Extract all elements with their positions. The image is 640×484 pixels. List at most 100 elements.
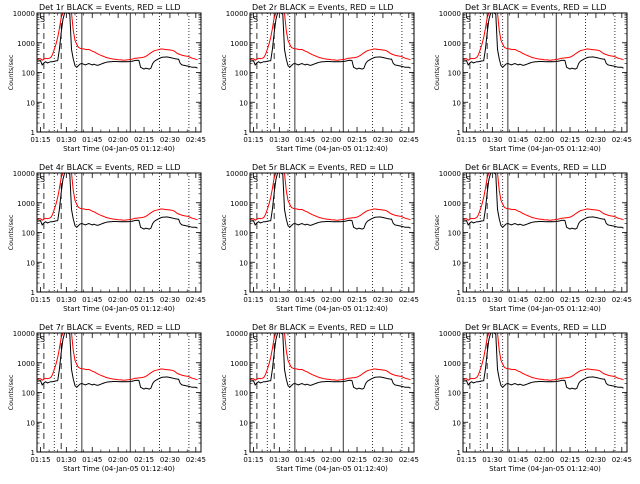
plot-frame [249,172,415,293]
x-tick-label: 01:30 [269,296,289,304]
panel-2: Det 2r BLACK = Events, RED = LLD Counts/s… [220,3,419,153]
series-lld-line [37,333,198,381]
plot-frame [249,332,415,453]
corner-label: S [253,15,258,24]
x-tick-label: 01:15 [243,456,263,464]
x-tick-label: 02:30 [586,296,606,304]
panel-title: Det 1r BLACK = Events, RED = LLD [39,3,181,12]
plot-frame [36,332,202,453]
x-tick-label: 02:45 [186,136,206,144]
x-tick-label: 02:30 [160,136,180,144]
x-tick-label: 01:30 [482,136,502,144]
x-tick-label: 02:15 [560,296,580,304]
y-axis-label: Counts/sec [220,54,228,90]
x-tick-label: 01:30 [56,456,76,464]
x-tick-label: 02:45 [612,456,632,464]
x-tick-label: 02:30 [586,136,606,144]
y-axis-label: Counts/sec [7,54,15,90]
panel-6: Det 6r BLACK = Events, RED = LLD Counts/s… [433,163,632,313]
panel-data [463,173,624,230]
x-axis-label: Start Time (04-Jan-05 01:12:40) [276,305,388,313]
x-tick-label: 01:15 [456,456,476,464]
x-tick-label: 01:30 [482,296,502,304]
panel-title: Det 6r BLACK = Events, RED = LLD [465,163,607,172]
x-tick-label: 02:00 [321,296,341,304]
x-tick-label: 01:45 [508,136,528,144]
y-tick-label: 10 [26,259,35,267]
series-lld-line [463,13,624,61]
x-axis-label: Start Time (04-Jan-05 01:12:40) [276,145,388,153]
x-tick-label: 02:00 [534,296,554,304]
y-tick-label: 10 [452,259,461,267]
x-tick-label: 02:45 [399,136,419,144]
x-axis-label: Start Time (04-Jan-05 01:12:40) [63,465,175,473]
x-tick-label: 01:15 [456,296,476,304]
series-events-line [37,173,198,230]
series-events-line [250,173,411,230]
x-tick-label: 02:15 [560,456,580,464]
corner-label: S [40,175,45,184]
y-tick-label: 100 [448,230,461,238]
y-tick-label: 10000 [13,170,35,178]
x-tick-label: 02:15 [134,456,154,464]
corner-label: S [253,335,258,344]
x-tick-label: 01:45 [295,136,315,144]
x-tick-label: 01:45 [82,456,102,464]
y-tick-label: 100 [235,70,248,78]
y-tick-label: 1000 [17,200,35,208]
y-tick-label: 1 [244,449,248,457]
panel-data [250,13,411,70]
x-tick-label: 02:45 [186,456,206,464]
x-axis-label: Start Time (04-Jan-05 01:12:40) [489,465,601,473]
y-tick-label: 100 [22,230,35,238]
series-lld-line [37,173,198,221]
x-tick-label: 01:15 [30,136,50,144]
x-tick-label: 02:15 [347,296,367,304]
series-lld-line [250,173,411,221]
panel-data [37,13,198,70]
plot-frame [462,172,628,293]
panel-data [250,333,411,390]
x-tick-label: 02:45 [399,456,419,464]
series-events-line [463,13,624,70]
x-tick-label: 01:30 [482,456,502,464]
series-events-line [463,333,624,390]
corner-label: S [40,335,45,344]
x-tick-label: 02:15 [347,456,367,464]
panel-data [37,333,198,390]
panel-9: Det 9r BLACK = Events, RED = LLD Counts/s… [433,323,632,473]
panel-title: Det 8r BLACK = Events, RED = LLD [252,323,394,332]
panel-4: Det 4r BLACK = Events, RED = LLD Counts/s… [7,163,206,313]
series-events-line [463,173,624,230]
panel-title: Det 3r BLACK = Events, RED = LLD [465,3,607,12]
y-tick-label: 10000 [439,330,461,338]
corner-label: S [466,335,471,344]
corner-label: S [466,175,471,184]
plot-frame [249,12,415,133]
corner-label: S [253,175,258,184]
plot-frame [36,12,202,133]
y-tick-label: 1 [457,289,461,297]
x-tick-label: 02:15 [134,296,154,304]
panel-title: Det 5r BLACK = Events, RED = LLD [252,163,394,172]
y-tick-label: 1000 [230,40,248,48]
series-events-line [250,13,411,70]
x-tick-label: 01:45 [508,456,528,464]
y-tick-label: 10 [452,419,461,427]
panel-8: Det 8r BLACK = Events, RED = LLD Counts/s… [220,323,419,473]
x-tick-label: 02:00 [108,296,128,304]
y-axis-label: Counts/sec [433,374,441,410]
corner-label: S [466,15,471,24]
x-tick-label: 02:45 [612,296,632,304]
x-tick-label: 01:15 [30,296,50,304]
y-tick-label: 1000 [230,360,248,368]
y-axis-label: Counts/sec [7,214,15,250]
y-tick-label: 1000 [443,40,461,48]
y-tick-label: 10 [239,99,248,107]
x-tick-label: 01:30 [56,296,76,304]
x-tick-label: 01:45 [295,296,315,304]
panel-title: Det 2r BLACK = Events, RED = LLD [252,3,394,12]
panel-data [463,13,624,70]
x-axis-label: Start Time (04-Jan-05 01:12:40) [276,465,388,473]
y-tick-label: 1000 [230,200,248,208]
